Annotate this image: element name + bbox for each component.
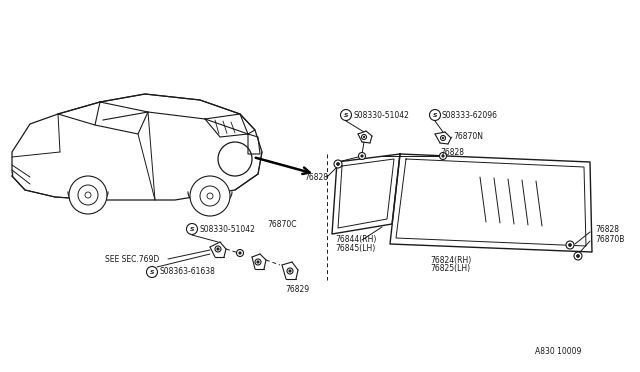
Text: 76824(RH): 76824(RH) bbox=[430, 256, 471, 264]
Circle shape bbox=[364, 136, 365, 138]
Circle shape bbox=[207, 193, 213, 199]
Circle shape bbox=[289, 270, 291, 272]
Circle shape bbox=[340, 109, 351, 121]
Circle shape bbox=[85, 192, 91, 198]
Circle shape bbox=[287, 268, 293, 274]
Text: 76870N: 76870N bbox=[453, 131, 483, 141]
Circle shape bbox=[429, 109, 440, 121]
Circle shape bbox=[215, 246, 221, 252]
Text: 76828: 76828 bbox=[440, 148, 464, 157]
Circle shape bbox=[362, 135, 367, 140]
Text: S08330-51042: S08330-51042 bbox=[199, 224, 255, 234]
Circle shape bbox=[337, 163, 339, 166]
Circle shape bbox=[442, 137, 444, 139]
Text: 76870C: 76870C bbox=[267, 219, 296, 228]
Circle shape bbox=[334, 160, 342, 168]
Circle shape bbox=[566, 241, 574, 249]
Circle shape bbox=[190, 176, 230, 216]
Circle shape bbox=[358, 153, 365, 160]
Circle shape bbox=[440, 153, 447, 160]
Text: S08330-51042: S08330-51042 bbox=[353, 110, 409, 119]
Circle shape bbox=[442, 155, 444, 157]
Circle shape bbox=[255, 259, 261, 265]
Circle shape bbox=[69, 176, 107, 214]
Text: S: S bbox=[150, 269, 154, 275]
Text: S: S bbox=[189, 227, 195, 231]
Circle shape bbox=[568, 244, 572, 247]
Text: 76845(LH): 76845(LH) bbox=[335, 244, 375, 253]
Circle shape bbox=[147, 266, 157, 278]
Circle shape bbox=[440, 135, 445, 141]
Text: 76828: 76828 bbox=[304, 173, 328, 182]
Circle shape bbox=[237, 250, 243, 257]
Text: S: S bbox=[433, 112, 437, 118]
Text: 76825(LH): 76825(LH) bbox=[430, 264, 470, 273]
Circle shape bbox=[239, 252, 241, 254]
Text: 76870B: 76870B bbox=[595, 234, 625, 244]
Text: SEE SEC.769D: SEE SEC.769D bbox=[105, 254, 159, 263]
Circle shape bbox=[186, 224, 198, 234]
Circle shape bbox=[217, 248, 219, 250]
Text: 76844(RH): 76844(RH) bbox=[335, 234, 376, 244]
Circle shape bbox=[257, 261, 259, 263]
Circle shape bbox=[200, 186, 220, 206]
Text: S08333-62096: S08333-62096 bbox=[442, 110, 498, 119]
Circle shape bbox=[574, 252, 582, 260]
Text: 76828: 76828 bbox=[595, 224, 619, 234]
Text: A830 10009: A830 10009 bbox=[535, 347, 581, 356]
Text: S08363-61638: S08363-61638 bbox=[159, 267, 215, 276]
Circle shape bbox=[78, 185, 98, 205]
Text: 76829: 76829 bbox=[285, 285, 309, 294]
Text: S: S bbox=[344, 112, 348, 118]
Circle shape bbox=[577, 254, 579, 257]
Circle shape bbox=[361, 155, 364, 157]
